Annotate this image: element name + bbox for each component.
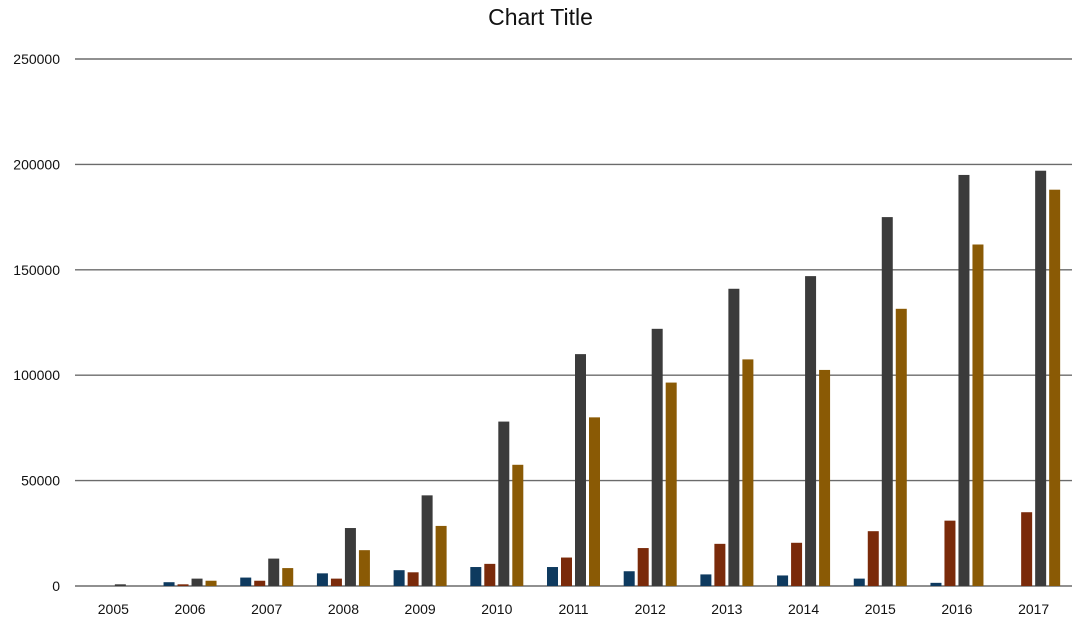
bar xyxy=(881,217,893,586)
bar xyxy=(344,528,356,586)
bar xyxy=(484,563,496,586)
bar xyxy=(791,542,803,586)
bar xyxy=(177,584,189,586)
bar xyxy=(1021,512,1033,586)
chart-title: Chart Title xyxy=(488,4,593,30)
bar xyxy=(944,520,956,586)
bar xyxy=(895,308,907,586)
bar xyxy=(316,573,328,586)
bar xyxy=(651,328,663,586)
bar xyxy=(498,421,510,586)
bar xyxy=(358,550,370,586)
x-tick-label: 2017 xyxy=(1018,601,1049,617)
x-tick-label: 2016 xyxy=(941,601,972,617)
bar xyxy=(805,276,817,586)
bar xyxy=(972,244,984,586)
bar xyxy=(1035,170,1047,586)
y-tick-label: 250000 xyxy=(13,51,60,67)
bar xyxy=(665,382,677,586)
bar xyxy=(930,582,942,586)
bar xyxy=(575,354,586,586)
bar xyxy=(700,574,712,586)
bar xyxy=(561,557,572,586)
bar xyxy=(330,578,342,586)
bar xyxy=(958,174,970,586)
x-tick-label: 2010 xyxy=(481,601,512,617)
x-tick-label: 2012 xyxy=(635,601,666,617)
bar xyxy=(777,575,789,586)
y-tick-label: 50000 xyxy=(21,473,60,489)
bar xyxy=(205,580,217,586)
x-tick-label: 2007 xyxy=(251,601,282,617)
y-tick-label: 200000 xyxy=(13,156,60,172)
bar xyxy=(623,571,635,586)
y-tick-label: 0 xyxy=(52,578,60,594)
bar xyxy=(637,548,649,586)
x-tick-label: 2013 xyxy=(711,601,742,617)
bar xyxy=(191,578,203,586)
bar xyxy=(714,543,726,586)
bar xyxy=(435,525,447,586)
bar xyxy=(470,567,482,586)
bar xyxy=(240,577,252,586)
bar xyxy=(163,582,175,586)
bar xyxy=(853,578,865,586)
bar xyxy=(268,558,280,586)
x-tick-label: 2009 xyxy=(405,601,436,617)
x-tick-label: 2005 xyxy=(98,601,129,617)
bar xyxy=(819,369,831,586)
bar xyxy=(421,495,433,586)
bar xyxy=(512,464,524,586)
bar xyxy=(589,417,600,586)
bar xyxy=(1049,189,1061,587)
bar xyxy=(867,531,879,586)
bar xyxy=(742,359,754,586)
bar xyxy=(547,567,558,586)
x-tick-label: 2006 xyxy=(174,601,205,617)
x-tick-label: 2015 xyxy=(865,601,896,617)
bar xyxy=(728,288,740,586)
bar xyxy=(407,572,419,586)
y-tick-label: 150000 xyxy=(13,262,60,278)
bar xyxy=(114,584,126,586)
bar xyxy=(254,580,266,586)
x-tick-label: 2008 xyxy=(328,601,359,617)
y-tick-label: 100000 xyxy=(13,367,60,383)
x-tick-label: 2014 xyxy=(788,601,819,617)
bar xyxy=(282,568,294,586)
bar xyxy=(393,570,405,586)
x-tick-label: 2011 xyxy=(558,601,588,617)
